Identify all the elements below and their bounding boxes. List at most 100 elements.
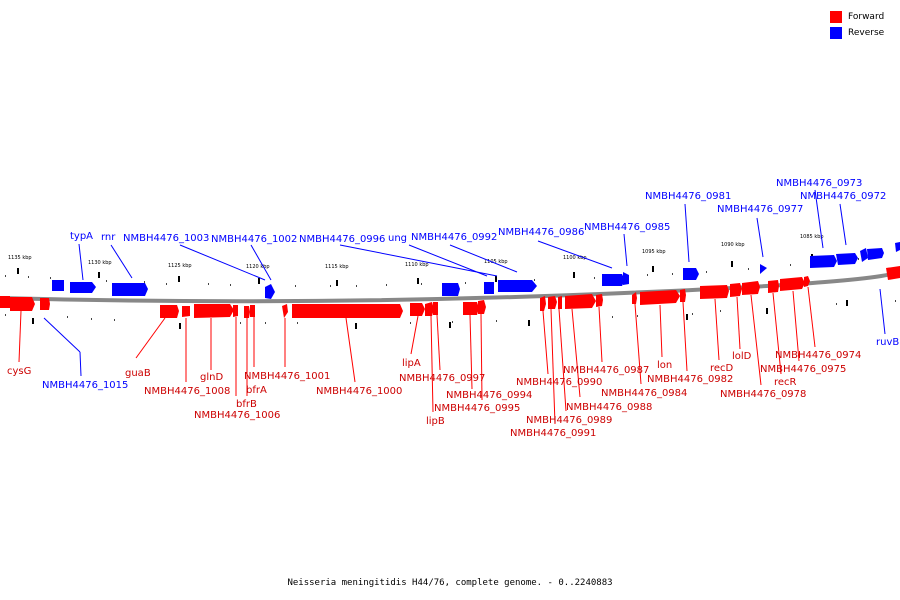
gene-rev: [860, 248, 868, 262]
gene-label: NMBH4476_0989: [526, 415, 612, 426]
gene-fwd: [558, 296, 562, 309]
gene-label: NMBH4476_0986: [498, 227, 584, 238]
gene-fwd: [768, 280, 779, 293]
gene-label: NMBH4476_0991: [510, 428, 596, 439]
gene-fwd: [463, 302, 479, 315]
gene-fwd: [700, 285, 729, 299]
scale-labels: 1135 kbp 1130 kbp 1125 kbp 1120 kbp 1115…: [8, 234, 824, 270]
reverse-label: Reverse: [848, 28, 885, 38]
scale-dots: [5, 258, 896, 324]
forward-labels: cysG guaB NMBH4476_1008 glnD bfrB bfrA N…: [7, 350, 861, 439]
forward-label: Forward: [848, 12, 885, 22]
legend: Forward Reverse: [830, 6, 900, 40]
forward-swatch: [830, 11, 842, 23]
gene-fwd: [160, 305, 179, 318]
gene-fwd: [742, 281, 760, 295]
tick-label: 1095 kbp: [642, 249, 666, 255]
gene-rev: [70, 282, 96, 293]
gene-label: NMBH4476_0985: [584, 222, 670, 233]
gene-label: rnr: [101, 232, 116, 243]
gene-rev: [760, 264, 767, 274]
gene-fwd: [640, 290, 680, 305]
reverse-labels: typA rnr NMBH4476_1003 NMBH4476_1002 NMB…: [42, 178, 899, 391]
gene-label: NMBH4476_0981: [645, 191, 731, 202]
tick-label: 1110 kbp: [405, 262, 429, 268]
tick-label: 1125 kbp: [168, 263, 192, 269]
gene-label: NMBH4476_1015: [42, 380, 128, 391]
legend-reverse: Reverse: [830, 26, 884, 40]
gene-label: NMBH4476_0994: [446, 390, 532, 401]
gene-fwd: [0, 296, 10, 308]
gene-label: NMBH4476_0978: [720, 389, 806, 400]
gene-rev: [683, 268, 699, 280]
gene-label: NMBH4476_0973: [776, 178, 862, 189]
forward-leaders: [18, 286, 816, 425]
gene-label: NMBH4476_0984: [601, 388, 687, 399]
gene-label: NMBH4476_0988: [566, 402, 652, 413]
gene-label: ruvB: [876, 337, 899, 348]
reverse-swatch: [830, 27, 842, 39]
gene-fwd: [282, 304, 288, 318]
gene-label: lipA: [402, 358, 421, 369]
gene-fwd: [632, 292, 637, 304]
gene-label: NMBH4476_0996: [299, 234, 385, 245]
minor-ticks-below: [32, 300, 848, 329]
gene-rev: [265, 284, 275, 299]
forward-genes: [0, 266, 900, 318]
tick-label: 1105 kbp: [484, 259, 508, 265]
gene-fwd: [10, 297, 35, 311]
gene-label: NMBH4476_0990: [516, 377, 602, 388]
gene-rev: [52, 280, 64, 291]
gene-fwd: [730, 283, 742, 297]
tick-label: 1100 kbp: [563, 255, 587, 261]
gene-label: NMBH4476_0997: [399, 373, 485, 384]
gene-label: NMBH4476_1006: [194, 410, 280, 421]
tick-label: 1085 kbp: [800, 234, 824, 240]
gene-fwd: [548, 296, 557, 309]
gene-rev: [442, 283, 460, 296]
tick-label: 1130 kbp: [88, 260, 112, 266]
gene-label: recR: [774, 377, 797, 388]
gene-label: guaB: [125, 368, 151, 379]
gene-fwd: [804, 276, 810, 287]
gene-label: NMBH4476_1008: [144, 386, 230, 397]
gene-rev: [112, 283, 148, 296]
gene-fwd: [194, 304, 234, 318]
gene-fwd: [478, 300, 486, 314]
gene-label: NMBH4476_0977: [717, 204, 803, 215]
gene-fwd: [250, 305, 255, 317]
gene-rev: [498, 280, 537, 292]
gene-label: NMBH4476_1002: [211, 234, 297, 245]
gene-label: NMBH4476_0995: [434, 403, 520, 414]
gene-rev: [623, 272, 629, 285]
gene-label: bfrB: [236, 399, 257, 410]
gene-fwd: [425, 302, 434, 316]
gene-fwd: [433, 302, 438, 315]
tick-label: 1120 kbp: [246, 264, 270, 270]
gene-label: ung: [388, 233, 407, 244]
gene-label: NMBH4476_1000: [316, 386, 402, 397]
gene-fwd: [780, 277, 805, 291]
gene-label: lon: [657, 360, 672, 371]
gene-fwd: [565, 294, 596, 309]
gene-label: NMBH4476_0992: [411, 232, 497, 243]
gene-rev: [867, 248, 884, 260]
gene-rev: [484, 282, 494, 294]
gene-fwd: [233, 305, 238, 317]
reverse-leaders: [43, 189, 886, 377]
gene-label: NMBH4476_1001: [244, 371, 330, 382]
gene-rev: [602, 274, 625, 286]
tick-label: 1135 kbp: [8, 255, 32, 261]
gene-label: bfrA: [246, 385, 267, 396]
gene-label: cysG: [7, 366, 31, 377]
gene-fwd: [182, 306, 190, 317]
legend-forward: Forward: [830, 10, 884, 24]
gene-rev: [895, 242, 900, 252]
gene-label: NMBH4476_0987: [563, 365, 649, 376]
tick-label: 1115 kbp: [325, 264, 349, 270]
genome-caption: Neisseria meningitidis H44/76, complete …: [287, 578, 613, 588]
gene-fwd: [40, 298, 50, 310]
gene-label: NMBH4476_1003: [123, 233, 209, 244]
gene-fwd: [292, 304, 403, 318]
gene-fwd: [244, 306, 250, 318]
